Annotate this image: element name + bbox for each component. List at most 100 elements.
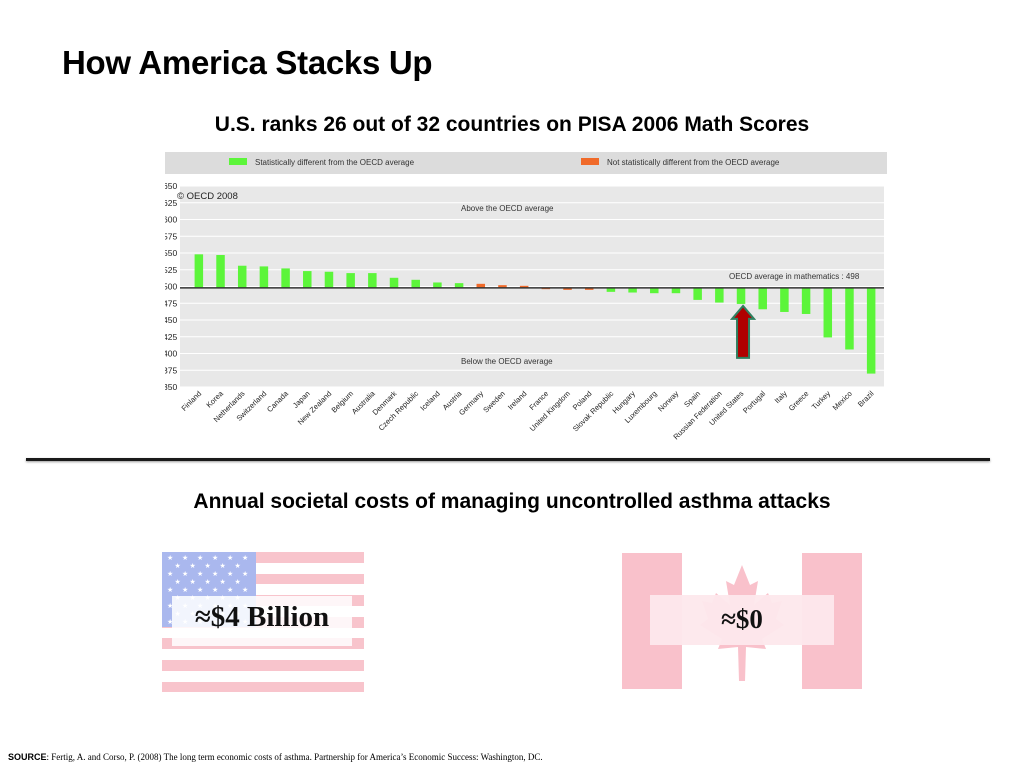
y-tick-label: 600 [165, 215, 177, 225]
star-icon: ★ [242, 587, 249, 594]
bar-greece [801, 287, 811, 314]
chart-subtitle: U.S. ranks 26 out of 32 countries on PIS… [214, 113, 810, 136]
bar-denmark [389, 277, 399, 288]
y-tick-label: 425 [165, 332, 177, 342]
legend-label-significant: Statistically different from the OECD av… [255, 158, 415, 167]
bar-ireland [519, 285, 529, 288]
bar-canada [281, 268, 290, 288]
asthma-cost-title: Annual societal costs of managing uncont… [193, 490, 831, 513]
us-flag-stripe [162, 584, 364, 596]
star-icon: ★ [227, 555, 234, 562]
bar-sweden [498, 285, 507, 288]
y-tick-label: 550 [165, 248, 177, 258]
above-average-label: Above the OECD average [461, 204, 554, 213]
y-tick-label: 475 [165, 298, 177, 308]
y-tick-label: 525 [165, 265, 177, 275]
bar-germany [476, 283, 486, 288]
star-icon: ★ [174, 563, 181, 570]
us-value-box [172, 596, 352, 646]
canada-value-box [650, 595, 834, 645]
bar-czech-republic [411, 279, 420, 288]
bar-finland [194, 254, 204, 288]
star-icon: ★ [204, 579, 211, 586]
pisa-chart-svg: Statistically different from the OECD av… [163, 152, 887, 450]
us-flag-stripe [162, 562, 364, 574]
star-icon: ★ [212, 587, 219, 594]
gridlines [180, 185, 884, 388]
bar-belgium [346, 273, 355, 288]
bar-poland [584, 287, 594, 290]
bar-brazil [866, 287, 876, 374]
y-tick-label: 575 [165, 231, 177, 241]
source-text: : Fertig, A. and Corso, P. (2008) The lo… [46, 752, 543, 762]
y-tick-label: 400 [165, 349, 177, 359]
star-icon: ★ [234, 579, 241, 586]
source-citation: SOURCE: Fertig, A. and Corso, P. (2008) … [8, 752, 543, 762]
star-icon: ★ [204, 563, 211, 570]
slide-title: How America Stacks Up [62, 44, 433, 81]
y-tick-label: 450 [165, 315, 177, 325]
star-icon: ★ [182, 571, 189, 578]
bar-netherlands [237, 265, 247, 288]
bar-italy [780, 287, 789, 312]
bar-russian-federation [715, 287, 724, 303]
bar-australia [368, 273, 377, 288]
star-icon: ★ [242, 571, 249, 578]
legend-background [165, 152, 887, 174]
star-icon: ★ [182, 587, 189, 594]
y-tick-label: 650 [165, 181, 177, 191]
canada-cost-value: ≈$0 [721, 604, 763, 634]
bar-mexico [845, 287, 854, 350]
us-flag-stripe [162, 660, 364, 671]
star-icon: ★ [212, 571, 219, 578]
star-icon: ★ [227, 571, 234, 578]
bar-spain [693, 287, 702, 300]
star-icon: ★ [167, 619, 174, 626]
star-icon: ★ [189, 579, 196, 586]
us-highlight-arrow-icon [729, 304, 757, 359]
star-icon: ★ [227, 587, 234, 594]
star-icon: ★ [197, 587, 204, 594]
star-icon: ★ [174, 579, 181, 586]
pisa-chart: Statistically different from the OECD av… [163, 152, 887, 450]
bar-korea [216, 255, 225, 288]
legend-swatch-significant [229, 158, 247, 165]
below-average-label: Below the OECD average [461, 357, 553, 366]
y-tick-label: 350 [165, 382, 177, 392]
y-tick-label: 375 [165, 365, 177, 375]
bar-united-states [736, 287, 746, 304]
bar-luxembourg [650, 287, 659, 294]
legend-swatch-not-significant [581, 158, 599, 165]
oecd-average-label: OECD average in mathematics : 498 [729, 272, 860, 281]
star-icon: ★ [167, 571, 174, 578]
bars [194, 254, 876, 374]
y-tick-label: 500 [165, 282, 177, 292]
legend-label-not-significant: Not statistically different from the OEC… [607, 158, 780, 167]
y-axis-ticks: 650 625 600 575 550 525 500 475 450 425 400 375 350 [163, 181, 177, 392]
star-icon: ★ [242, 555, 249, 562]
us-flag-stripe [162, 649, 364, 660]
bar-portugal [758, 287, 767, 310]
us-cost-value: ≈$4 Billion [194, 601, 330, 633]
bar-norway [671, 287, 681, 294]
us-flag-stripe [162, 573, 364, 585]
star-icon: ★ [219, 579, 226, 586]
source-label: SOURCE [8, 752, 47, 762]
us-flag-stripe [162, 681, 364, 692]
us-flag-stripe [162, 552, 364, 563]
bar-united-kingdom [563, 287, 572, 290]
star-icon: ★ [167, 587, 174, 594]
y-tick-label: 625 [165, 198, 177, 208]
star-icon: ★ [167, 555, 174, 562]
star-icon: ★ [189, 563, 196, 570]
bar-austria [454, 283, 464, 288]
copyright-label: © OECD 2008 [177, 191, 238, 202]
section-divider [26, 458, 990, 461]
star-icon: ★ [234, 563, 241, 570]
bar-hungary [628, 287, 637, 293]
star-icon: ★ [219, 563, 226, 570]
star-icon: ★ [212, 555, 219, 562]
bar-japan [303, 271, 312, 288]
star-icon: ★ [182, 555, 189, 562]
bar-iceland [433, 282, 442, 288]
